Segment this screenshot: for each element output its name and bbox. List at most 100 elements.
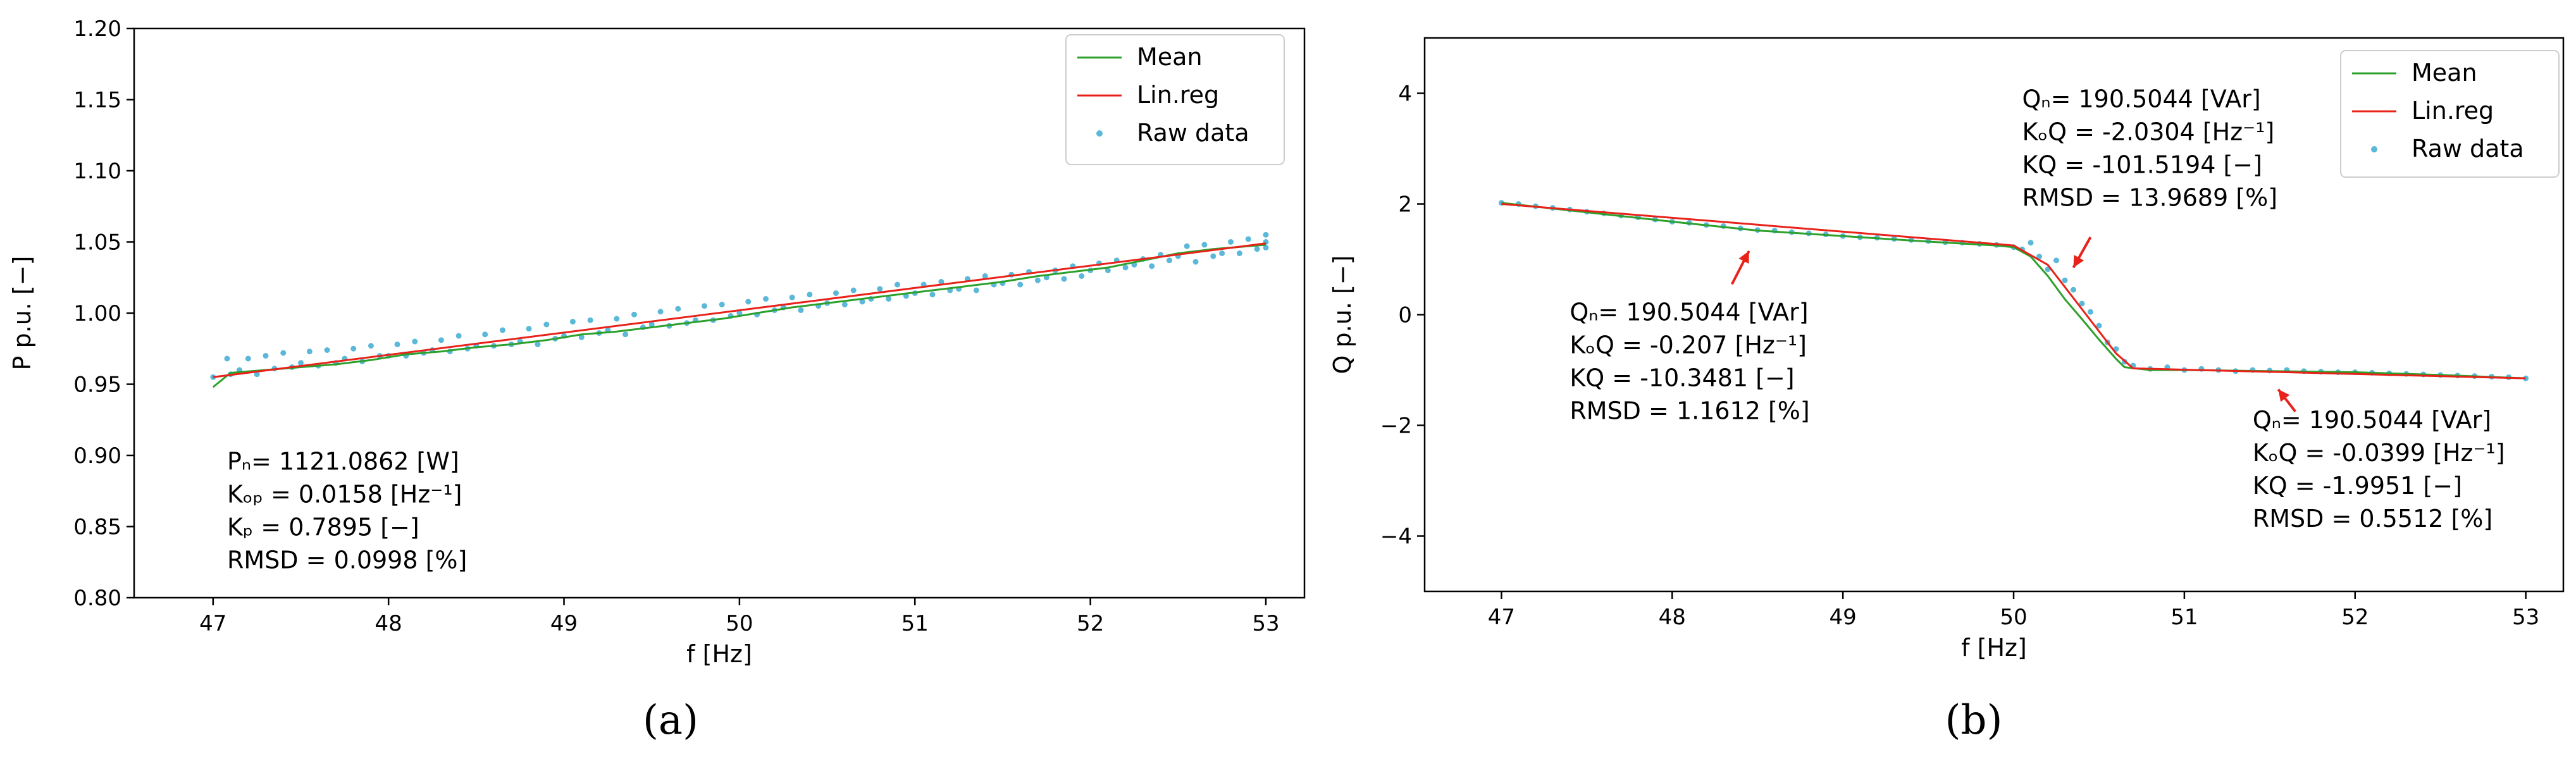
annotation-line: KQ = -1.9951 [−] bbox=[2253, 472, 2462, 500]
raw-data-point bbox=[324, 347, 330, 353]
x-tick-label: 51 bbox=[901, 611, 929, 636]
raw-data-point bbox=[1263, 231, 1269, 238]
raw-data-point bbox=[1210, 253, 1217, 259]
x-tick-label: 52 bbox=[2341, 605, 2369, 630]
caption-b: (b) bbox=[1945, 697, 2003, 744]
raw-data-point bbox=[1034, 277, 1041, 283]
raw-data-point bbox=[569, 319, 576, 324]
annotation-line: KₒQ = -0.207 [Hz⁻¹] bbox=[1570, 331, 1807, 359]
panel-a: 47 48 49 50 51 52 53 0.80 0.85 0.90 0.95 1.00 1.05 1.… bbox=[8, 16, 1306, 668]
x-tick-label: 47 bbox=[199, 611, 226, 636]
raw-data-point bbox=[482, 331, 488, 338]
y-tick-label: 1.10 bbox=[73, 159, 121, 184]
raw-data-point bbox=[587, 317, 593, 323]
raw-data-point bbox=[631, 311, 637, 318]
raw-data-point bbox=[526, 326, 532, 332]
raw-data-point bbox=[578, 334, 585, 340]
raw-data-point bbox=[2096, 323, 2102, 329]
x-tick-label: 51 bbox=[2170, 605, 2198, 630]
legend-swatch bbox=[1096, 130, 1103, 137]
raw-data-point bbox=[1122, 264, 1129, 271]
raw-data-point bbox=[719, 302, 725, 307]
y-tick-label: −2 bbox=[1380, 414, 1412, 439]
y-axis-label: P p.u. [−] bbox=[8, 256, 36, 371]
y-tick-label: 0.90 bbox=[73, 443, 121, 469]
raw-data-point bbox=[789, 294, 795, 300]
raw-data-point bbox=[224, 355, 230, 362]
raw-data-point bbox=[455, 333, 462, 339]
legend-swatch bbox=[2371, 146, 2377, 152]
annotation-line: Kₒₚ = 0.0158 [Hz⁻¹] bbox=[227, 481, 462, 509]
raw-data-point bbox=[245, 355, 251, 362]
raw-data-point bbox=[1236, 250, 1242, 256]
raw-data-point bbox=[2028, 240, 2034, 246]
raw-data-point bbox=[859, 299, 865, 305]
annotation-line: RMSD = 0.0998 [%] bbox=[227, 546, 467, 574]
raw-data-point bbox=[1017, 281, 1024, 288]
raw-data-point bbox=[929, 292, 936, 298]
raw-data-point bbox=[1149, 263, 1155, 269]
y-tick-label: 1.05 bbox=[73, 230, 121, 256]
caption-a: (a) bbox=[643, 697, 698, 744]
x-tick-label: 48 bbox=[375, 611, 402, 636]
raw-data-point bbox=[499, 327, 505, 333]
y-tick-label: 1.15 bbox=[73, 88, 121, 113]
x-tick-label: 49 bbox=[550, 611, 578, 636]
raw-data-point bbox=[350, 345, 357, 352]
annotation-arrowhead bbox=[2278, 389, 2290, 402]
x-tick-label: 52 bbox=[1077, 611, 1104, 636]
x-tick-label: 48 bbox=[1659, 605, 1686, 630]
legend-box bbox=[2340, 50, 2560, 178]
raw-data-point bbox=[736, 310, 743, 316]
raw-data-point bbox=[1263, 245, 1269, 250]
x-axis-label: f [Hz] bbox=[1961, 634, 2027, 662]
annotation-line: Qₙ= 190.5044 [VAr] bbox=[2253, 406, 2491, 434]
y-tick-label: 0.95 bbox=[73, 373, 121, 398]
raw-data-point bbox=[657, 309, 664, 315]
legend-entry: Mean bbox=[2412, 59, 2477, 87]
raw-data-point bbox=[263, 353, 269, 359]
raw-data-point bbox=[1245, 236, 1251, 242]
raw-data-point bbox=[938, 279, 944, 285]
x-tick-label: 50 bbox=[2000, 605, 2027, 630]
raw-data-point bbox=[1192, 259, 1199, 265]
annotation-arrowhead bbox=[1738, 250, 1749, 264]
raw-data-point bbox=[2079, 300, 2085, 307]
raw-data-point bbox=[254, 371, 260, 378]
mean-line bbox=[212, 244, 1266, 388]
raw-data-point bbox=[701, 303, 707, 309]
raw-data-point bbox=[973, 287, 979, 293]
raw-data-point bbox=[841, 302, 848, 307]
y-tick-label: −4 bbox=[1380, 524, 1412, 550]
annotation-line: KₒQ = -0.0399 [Hz⁻¹] bbox=[2253, 439, 2505, 467]
annotation-line: Qₙ= 190.5044 [VAr] bbox=[1570, 298, 1808, 326]
raw-data-point bbox=[412, 338, 418, 345]
raw-data-point bbox=[535, 342, 541, 347]
raw-data-point bbox=[745, 299, 752, 305]
raw-data-point bbox=[2036, 254, 2043, 260]
raw-data-point bbox=[877, 286, 883, 292]
raw-data-point bbox=[895, 281, 901, 288]
raw-data-point bbox=[368, 343, 374, 349]
raw-data-point bbox=[2062, 277, 2068, 283]
annotation-line: KₒQ = -2.0304 [Hz⁻¹] bbox=[2022, 118, 2275, 145]
raw-data-point bbox=[850, 287, 857, 293]
annotation-line: RMSD = 1.1612 [%] bbox=[1570, 397, 1809, 424]
raw-data-point bbox=[1219, 250, 1225, 256]
raw-data-point bbox=[1184, 243, 1190, 249]
raw-data-point bbox=[1228, 239, 1234, 245]
raw-data-point bbox=[2070, 287, 2076, 293]
x-tick-label: 47 bbox=[1488, 605, 1515, 630]
y-tick-label: 2 bbox=[1398, 192, 1412, 218]
legend-box bbox=[1065, 34, 1285, 165]
raw-data-point bbox=[1254, 246, 1260, 252]
annotation-line: Qₙ= 190.5044 [VAr] bbox=[2022, 85, 2261, 113]
legend-entry: Lin.reg bbox=[1137, 81, 1219, 109]
annotation-arrowhead bbox=[2073, 255, 2084, 268]
linreg-line bbox=[1501, 203, 2526, 379]
x-tick-label: 50 bbox=[726, 611, 753, 636]
raw-data-point bbox=[280, 350, 287, 356]
raw-data-point bbox=[798, 307, 804, 313]
y-axis-label: Q p.u. [−] bbox=[1328, 256, 1356, 374]
